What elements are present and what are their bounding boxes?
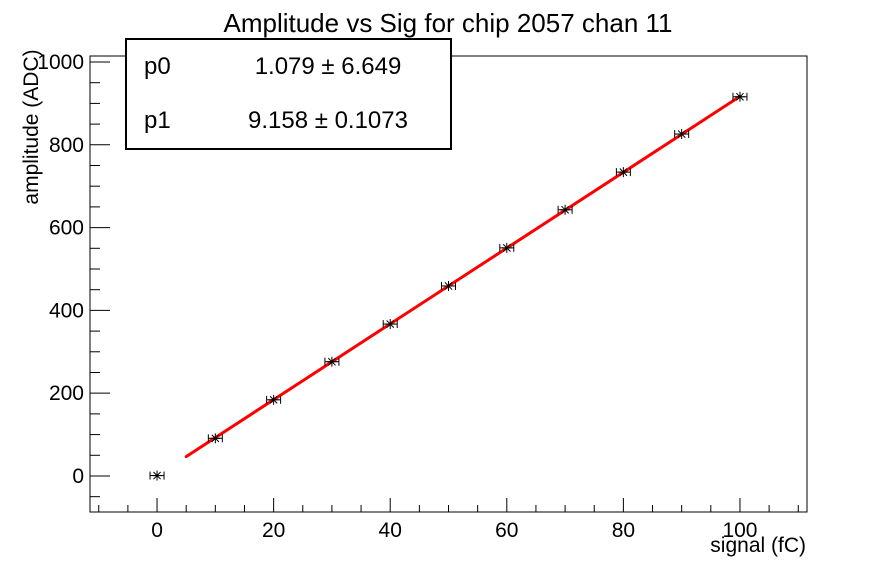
data-point-marker xyxy=(269,395,278,404)
y-tick-label: 600 xyxy=(49,217,84,240)
param-name: p1 xyxy=(144,107,171,134)
y-tick-label: 0 xyxy=(72,465,84,488)
fit-stats-box: p0 1.079 ± 6.649 p1 9.158 ± 0.1073 xyxy=(125,38,452,150)
x-tick-label: 20 xyxy=(262,519,285,542)
y-tick-label: 800 xyxy=(49,134,84,157)
y-tick-label: 400 xyxy=(49,299,84,322)
x-tick-label: 80 xyxy=(612,519,635,542)
y-tick-label: 1000 xyxy=(37,51,84,74)
data-point-marker xyxy=(444,282,453,290)
data-point-marker xyxy=(561,205,570,214)
data-point-marker xyxy=(502,243,511,252)
param-value: 9.158 ± 0.1073 xyxy=(248,107,408,134)
data-point-marker xyxy=(677,130,686,138)
data-point-marker xyxy=(327,357,336,366)
y-axis-title: amplitude (ADC) xyxy=(20,49,43,204)
plot-title: Amplitude vs Sig for chip 2057 chan 11 xyxy=(223,8,673,38)
data-point-marker xyxy=(619,168,628,177)
data-point-marker xyxy=(386,320,395,329)
data-point-marker xyxy=(736,92,744,101)
x-tick-label: 40 xyxy=(379,519,402,542)
data-point-marker xyxy=(153,471,161,480)
data-point-marker xyxy=(211,434,220,443)
param-name: p0 xyxy=(144,53,171,80)
stats-row-p0: p0 1.079 ± 6.649 xyxy=(127,40,450,94)
fit-line xyxy=(184,94,742,459)
param-value: 1.079 ± 6.649 xyxy=(254,53,402,80)
x-axis-title: signal (fC) xyxy=(710,534,806,557)
y-tick-label: 200 xyxy=(49,382,84,405)
x-tick-label: 60 xyxy=(495,519,518,542)
x-tick-label: 0 xyxy=(151,519,163,542)
stats-row-p1: p1 9.158 ± 0.1073 xyxy=(127,94,450,148)
x-tick-label: 100 xyxy=(722,519,757,542)
